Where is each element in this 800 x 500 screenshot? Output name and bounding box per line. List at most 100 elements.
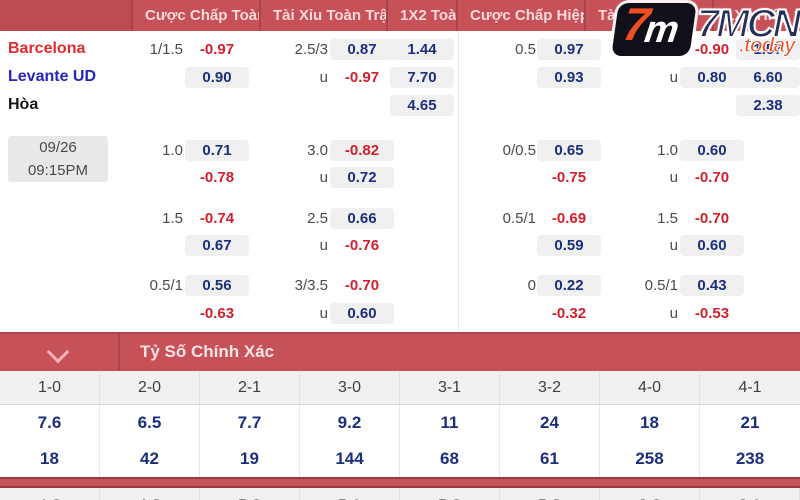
score-odds[interactable]: 68 [400,441,500,477]
score-odds-row-1: 7.6 6.5 7.7 9.2 11 24 18 21 [0,405,800,441]
score-label: 1-0 [0,371,100,405]
ft-ou-under-odds[interactable]: 0.72 [330,166,394,188]
ft-ou-over-odds[interactable]: 0.87 [330,38,394,60]
ft-ah-home-odds[interactable]: -0.74 [199,209,235,227]
h1-ah-away-odds[interactable]: -0.32 [551,304,587,322]
correct-score-grid: 1-0 2-0 2-1 3-0 3-1 3-2 4-0 4-1 7.6 6.5 … [0,371,800,500]
column-divider [458,31,459,330]
score-odds[interactable]: 144 [300,441,400,477]
ft-1x2-home-odds[interactable]: 1.44 [390,38,454,60]
section-divider-bar [0,477,800,488]
score-odds[interactable]: 7.6 [0,405,100,441]
correct-score-section-header[interactable]: Tỷ Số Chính Xác [0,332,800,371]
ft-ah-home-odds[interactable]: 0.71 [185,139,249,161]
match-date: 09/26 [39,139,77,156]
header-col-1x2-half: 1X2 Hiệp 1 [712,0,800,31]
h1-ah-away-odds[interactable]: 0.59 [537,234,601,256]
ft-ah-home-odds[interactable]: -0.97 [199,40,235,58]
score-odds[interactable]: 18 [0,441,100,477]
score-label: 4-3 [100,488,200,500]
draw-label: Hòa [8,96,39,113]
h1-ou-under-odds[interactable]: 0.80 [680,66,744,88]
h1-ou-under-odds[interactable]: -0.53 [694,304,730,322]
h1-ah-home-odds[interactable]: 0.22 [537,274,601,296]
under-label: u [669,304,678,322]
header-spacer [0,0,131,31]
score-odds[interactable]: 6.5 [100,405,200,441]
h1-1x2-home-odds[interactable]: 1.57 [736,38,800,60]
under-label: u [669,68,678,86]
correct-score-title: Tỷ Số Chính Xác [140,342,275,361]
score-label: 3-2 [500,371,600,405]
ft-ah-away-odds[interactable]: 0.90 [185,66,249,88]
h1-ou-over-odds[interactable]: 0.43 [680,274,744,296]
header-col-overunder-full: Tài Xỉu Toàn Trận [259,0,386,31]
ft-ah-line: 1.5 [162,209,183,227]
ft-ah-away-odds[interactable]: -0.78 [199,168,235,186]
h1-ah-home-odds[interactable]: -0.69 [551,209,587,227]
h1-ah-away-odds[interactable]: 0.93 [537,66,601,88]
ft-ou-line: 3/3.5 [294,276,328,294]
score-odds[interactable]: 42 [100,441,200,477]
ft-ah-line: 0.5/1 [149,276,183,294]
ft-1x2-draw-odds[interactable]: 4.65 [390,94,454,116]
score-odds[interactable]: 19 [200,441,300,477]
under-label: u [319,168,328,186]
brand-wordmark: 7MCN [696,1,800,47]
brand-logo: 7 m 7MCN .today [603,0,800,63]
h1-ou-over-odds[interactable]: 0.60 [680,139,744,161]
score-odds[interactable]: 24 [500,405,600,441]
h1-ou-under-odds[interactable]: -0.70 [694,168,730,186]
score-header-row-next-clipped: 4-2 4-3 5-0 5-1 5-2 5-3 6-0 6-1 [0,488,800,500]
h1-ah-home-odds[interactable]: 0.97 [537,38,601,60]
ft-ah-line: 1/1.5 [149,40,183,58]
score-odds-row-2: 18 42 19 144 68 61 258 238 [0,441,800,477]
ft-ou-line: 2.5 [307,209,328,227]
h1-ou-over-odds[interactable]: -0.90 [694,40,730,58]
away-team-name: Levante UD [8,68,97,85]
score-label: 5-0 [200,488,300,500]
ft-ah-away-odds[interactable]: -0.63 [199,304,235,322]
h1-ou-over-odds[interactable]: -0.70 [694,209,730,227]
under-label: u [319,304,328,322]
h1-ou-line: 0.5/1 [644,276,678,294]
ft-ou-under-odds[interactable]: 0.60 [330,302,394,324]
header-col-handicap-half: Cược Chấp Hiệp 1 [456,0,584,31]
h1-ah-line: 0.5 [515,40,536,58]
ft-ou-over-odds[interactable]: 0.66 [330,207,394,229]
ft-ou-over-odds[interactable]: -0.70 [344,276,380,294]
header-col-handicap-full: Cược Chấp Toàn ... [131,0,259,31]
logo-m-glyph: m [641,9,682,51]
score-odds[interactable]: 7.7 [200,405,300,441]
ft-1x2-away-odds[interactable]: 7.70 [390,66,454,88]
score-label: 4-2 [0,488,100,500]
h1-ah-line: 0/0.5 [502,141,536,159]
h1-1x2-draw-odds[interactable]: 2.38 [736,94,800,116]
score-odds[interactable]: 258 [600,441,700,477]
score-odds[interactable]: 9.2 [300,405,400,441]
ft-ou-over-odds[interactable]: -0.82 [330,139,394,161]
h1-ou-line: 1.0 [657,141,678,159]
under-label: u [669,236,678,254]
h1-ah-line: 0 [527,276,536,294]
score-odds[interactable]: 61 [500,441,600,477]
score-odds[interactable]: 238 [700,441,800,477]
h1-ah-away-odds[interactable]: -0.75 [551,168,587,186]
score-label: 3-0 [300,371,400,405]
ft-ou-under-odds[interactable]: -0.76 [344,236,380,254]
score-odds[interactable]: 18 [600,405,700,441]
h1-ou-under-odds[interactable]: 0.60 [680,234,744,256]
under-label: u [319,68,328,86]
score-odds[interactable]: 21 [700,405,800,441]
ft-ah-away-odds[interactable]: 0.67 [185,234,249,256]
ft-ah-home-odds[interactable]: 0.56 [185,274,249,296]
score-label: 6-1 [700,488,800,500]
score-label: 5-2 [400,488,500,500]
h1-ah-home-odds[interactable]: 0.65 [537,139,601,161]
score-label: 6-0 [600,488,700,500]
under-label: u [669,168,678,186]
score-odds[interactable]: 11 [400,405,500,441]
h1-1x2-away-odds[interactable]: 6.60 [736,66,800,88]
ft-ou-under-odds[interactable]: -0.97 [344,68,380,86]
chevron-down-icon[interactable] [46,340,70,364]
